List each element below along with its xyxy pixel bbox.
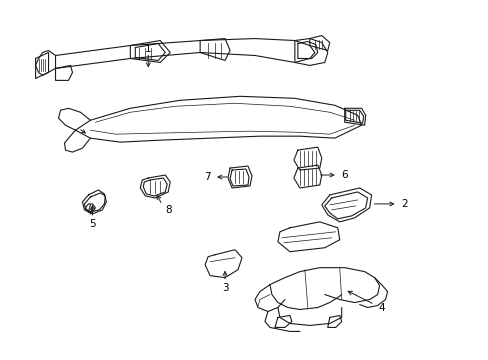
Text: 7: 7: [203, 172, 210, 182]
Text: 6: 6: [341, 170, 347, 180]
Text: 5: 5: [89, 219, 96, 229]
Text: 4: 4: [378, 302, 384, 312]
Text: 3: 3: [221, 283, 228, 293]
Text: 2: 2: [401, 199, 407, 209]
Text: 8: 8: [164, 205, 171, 215]
Text: 1: 1: [144, 44, 151, 54]
